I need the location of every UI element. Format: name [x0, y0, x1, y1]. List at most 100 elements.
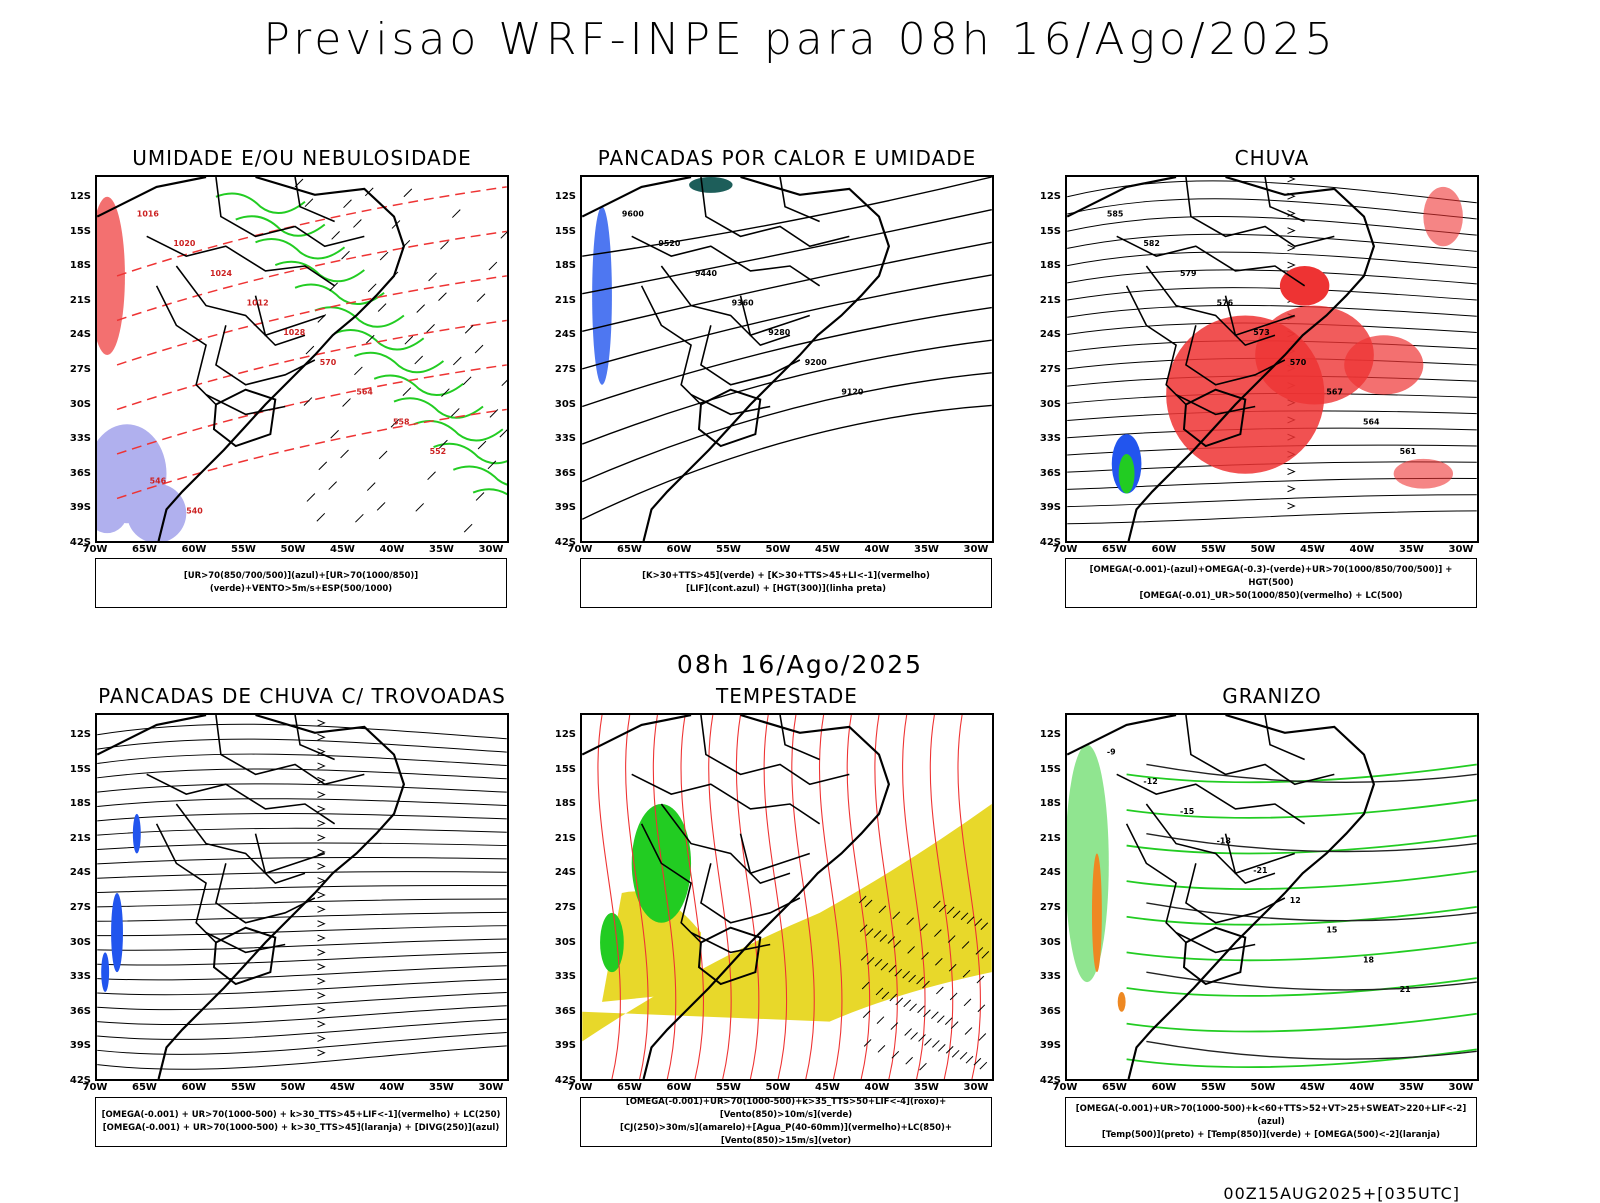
- wind-vector: [404, 335, 414, 345]
- lat-tick-label: 33S: [1039, 433, 1061, 445]
- lat-tick-label: 30S: [554, 398, 576, 410]
- wind-vector: [948, 963, 957, 972]
- wind-vector: [426, 324, 435, 333]
- wind-vector: [964, 1027, 973, 1035]
- wind-vector: [365, 334, 375, 344]
- green-contour: [215, 192, 306, 214]
- lon-tick-label: 50W: [765, 544, 791, 555]
- wind-vector: [367, 283, 377, 293]
- wind-vector: [452, 356, 462, 366]
- streamline: [97, 842, 507, 851]
- country-border: [1182, 926, 1247, 986]
- streamline-arrow: [317, 834, 326, 842]
- divg-blue: [132, 813, 141, 854]
- run-timestamp: 00Z15AUG2025+[035UTC]: [1223, 1184, 1460, 1203]
- panel-title: PANCADAS DE CHUVA C/ TROVOADAS: [98, 684, 506, 708]
- temp500-contour: [1146, 902, 1477, 922]
- wind-vector: [935, 957, 943, 966]
- lat-tick-label: 27S: [1039, 364, 1061, 375]
- lon-tick-label: 55W: [716, 544, 741, 555]
- lat-tick-label: 33S: [69, 433, 91, 445]
- lat-tick-label: 12S: [554, 191, 576, 202]
- streamline: [1067, 510, 1477, 525]
- wind-vector: [889, 993, 898, 1002]
- lat-tick-label: 21S: [554, 832, 576, 844]
- contour-label: 9520: [658, 239, 681, 248]
- wind-vector: [895, 997, 904, 1006]
- streamline: [97, 1018, 507, 1040]
- contour-label: 558: [393, 417, 410, 426]
- panel-title: GRANIZO: [1222, 684, 1322, 708]
- green-contour: [472, 488, 507, 496]
- wind-vector: [316, 512, 326, 522]
- contour-label: 9280: [768, 328, 791, 337]
- wind-vector: [894, 968, 903, 977]
- lon-tick-label: 40W: [379, 544, 405, 555]
- legend-line: [OMEGA(-0.001)+UR>70(1000-500)+k>35_TTS>…: [625, 1097, 947, 1120]
- temp850-contour: [1126, 1012, 1477, 1033]
- rain-area-red: [1255, 305, 1374, 405]
- state-border: [146, 235, 336, 287]
- streamline: [97, 1032, 507, 1055]
- streamline-red: [929, 715, 954, 1079]
- lat-tick-label: 27S: [69, 902, 91, 913]
- wind-vector: [876, 1016, 885, 1024]
- temp500-contour: [1146, 971, 1477, 991]
- state-border: [660, 803, 791, 885]
- lon-tick-label: 40W: [1349, 544, 1375, 555]
- streamline: [97, 768, 507, 780]
- green-contour: [373, 374, 464, 396]
- lat-tick-label: 39S: [69, 1040, 91, 1052]
- state-border: [1224, 295, 1296, 337]
- temp850-contour: [1126, 834, 1477, 855]
- lon-tick-label: 70W: [82, 544, 108, 555]
- lat-tick-label: 12S: [554, 729, 576, 740]
- lon-tick-label: 45W: [815, 544, 840, 555]
- lon-tick-label: 60W: [181, 544, 207, 555]
- contour-label: 564: [356, 388, 373, 397]
- lon-tick-label: 60W: [666, 1082, 692, 1093]
- contour-label: 585: [1107, 210, 1124, 219]
- streamline: [1067, 233, 1477, 252]
- lon-tick-label: 45W: [330, 544, 355, 555]
- wind-vector: [950, 1021, 959, 1029]
- contour-label: -18: [1217, 837, 1232, 846]
- lat-tick-label: 15S: [1039, 763, 1061, 775]
- lon-tick-label: 70W: [82, 1082, 108, 1093]
- coastline: [97, 715, 406, 1079]
- lat-tick-label: 12S: [69, 729, 91, 740]
- omega-orange: [1117, 991, 1126, 1012]
- state-border: [1175, 931, 1256, 954]
- state-border: [690, 931, 771, 954]
- streamline: [1067, 494, 1477, 508]
- streamline-red: [597, 715, 621, 1079]
- temp850-dense-green: [1067, 744, 1109, 983]
- wind-vector: [875, 987, 884, 996]
- wind-vector: [932, 1040, 940, 1048]
- contour-label: -21: [1253, 866, 1267, 875]
- state-border: [1175, 393, 1256, 416]
- streamline-arrow: [317, 1035, 326, 1042]
- wind-vector: [863, 1039, 872, 1047]
- rain-area-red: [1393, 458, 1454, 489]
- coastline: [1067, 715, 1376, 1079]
- wind-vector: [414, 355, 424, 365]
- state-border: [700, 715, 850, 786]
- wind-vector: [390, 418, 400, 428]
- lat-tick-label: 18S: [69, 260, 91, 272]
- wind-vector: [305, 345, 315, 355]
- state-border: [1125, 285, 1187, 406]
- streamline-arrow: [317, 948, 326, 956]
- streamline-red: [680, 715, 705, 1079]
- wind-vector: [949, 992, 958, 1001]
- state-border: [1185, 863, 1286, 924]
- wind-vector: [952, 910, 961, 919]
- streamline-arrow: [317, 862, 326, 870]
- thickness-contour: [116, 275, 507, 366]
- panel-legend: [OMEGA(-0.001) + UR>70(1000-500) + k>30_…: [95, 1097, 507, 1147]
- panel-title: UMIDADE E/OU NEBULOSIDADE: [132, 146, 472, 170]
- streamline-arrow: [317, 934, 326, 942]
- lat-tick-label: 42S: [69, 537, 91, 548]
- streamline: [97, 965, 507, 981]
- wind-vector: [462, 376, 472, 386]
